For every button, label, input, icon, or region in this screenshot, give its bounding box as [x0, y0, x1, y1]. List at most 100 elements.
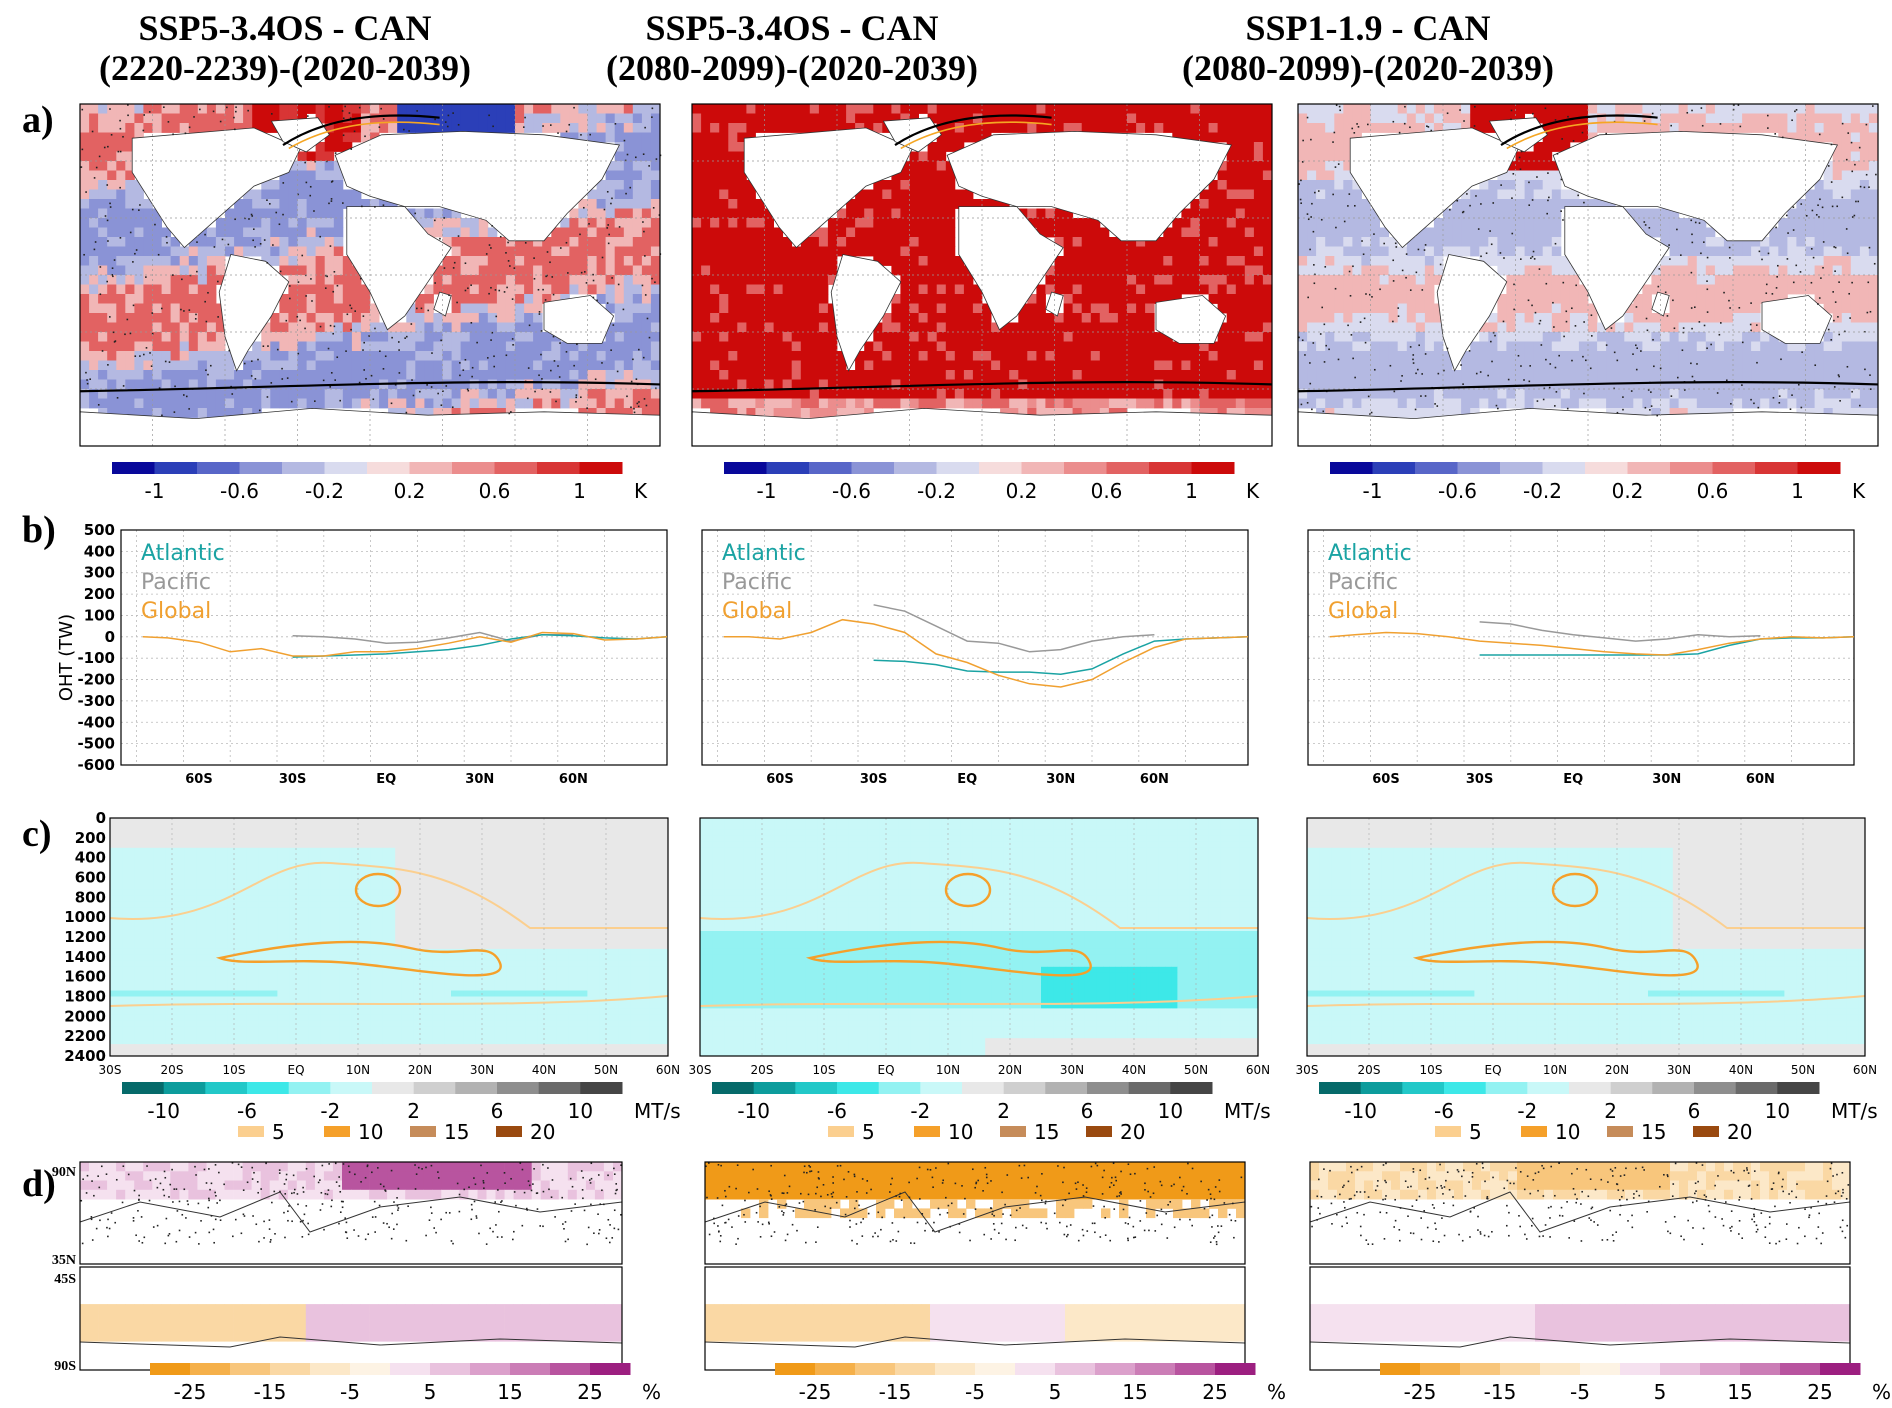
colorbar-swatch	[324, 462, 368, 474]
colorbar-swatch	[1660, 1363, 1701, 1375]
atlantic-line	[873, 636, 1249, 675]
colorbar-tick: 5	[1049, 1380, 1062, 1404]
colorbar-swatch	[350, 1363, 391, 1375]
oht-xtick: EQ	[957, 772, 977, 787]
moc-colorbar-2: -10 -6 -2 2 6 10 MT/s	[712, 1082, 1271, 1123]
contour-10-lower	[1412, 940, 1699, 977]
sst-map-1	[79, 103, 662, 447]
colorbar-tick: 1	[1185, 479, 1198, 503]
colorbar-swatch	[1500, 1363, 1541, 1375]
sea-ice-edge-north-2	[1506, 121, 1658, 150]
colorbar-tick: -1	[145, 479, 165, 503]
contour-swatch	[1521, 1126, 1547, 1137]
colorbar-swatch	[1135, 1363, 1176, 1375]
row-label-a: a)	[22, 99, 54, 141]
oht-xtick: 60S	[185, 772, 212, 787]
oht-ytick: 200	[84, 585, 115, 603]
contour-5	[699, 861, 1258, 929]
colorbar-tick: 1	[1791, 479, 1804, 503]
colorbar-tick: 6	[491, 1099, 504, 1123]
oht-xtick: 60S	[766, 772, 793, 787]
sst-map-2	[691, 103, 1273, 447]
colorbar-swatch	[494, 462, 538, 474]
moc-xtick: 60N	[1853, 1063, 1877, 1077]
global-line	[723, 618, 1249, 688]
contour-legend-1: 5 10 15 20	[238, 1120, 555, 1144]
colorbar-swatch	[1087, 1082, 1130, 1094]
coastline-south	[704, 1336, 1246, 1348]
oht-xtick: 60N	[559, 772, 588, 787]
colorbar-tick: 5	[1654, 1380, 1667, 1404]
colorbar-swatch	[1712, 462, 1756, 474]
colorbar-swatch	[894, 462, 937, 474]
moc-ytick: 200	[75, 829, 106, 847]
colorbar-unit: %	[1872, 1380, 1891, 1404]
colorbar-swatch	[430, 1363, 471, 1375]
global-line	[1329, 631, 1855, 656]
moc-ytick: 1000	[64, 908, 106, 926]
colorbar-swatch	[1820, 1363, 1861, 1375]
column-title-1: SSP5-3.4OS - CAN (2220-2239)-(2020-2039)	[99, 8, 471, 88]
precip-colorbar-2: -25 -15 -5 5 15 25%	[775, 1363, 1286, 1404]
oht-ytick: -500	[77, 735, 115, 753]
sea-ice-edge-north-2	[288, 121, 440, 150]
colorbar-swatch	[1055, 1363, 1096, 1375]
moc-xtick: 30N	[1667, 1063, 1691, 1077]
moc-ytick: 800	[75, 888, 106, 906]
oht-xtick: EQ	[376, 772, 396, 787]
colorbar-swatch	[1627, 462, 1671, 474]
precip-colorbar-3: -25 -15 -5 5 15 25%	[1380, 1363, 1891, 1404]
column-title-3: SSP1-1.9 - CAN (2080-2099)-(2020-2039)	[1182, 8, 1554, 88]
colorbar-tick: 0.6	[1697, 479, 1729, 503]
colorbar-tick: 6	[1081, 1099, 1094, 1123]
coastline-north	[704, 1191, 1246, 1233]
moc-xtick: 10N	[936, 1063, 960, 1077]
colorbar-swatch	[1580, 1363, 1621, 1375]
moc-xtick: EQ	[1484, 1063, 1501, 1077]
colorbar-swatch	[1797, 462, 1841, 474]
colorbar-tick: 0.2	[394, 479, 426, 503]
oht-frame	[1307, 529, 1855, 766]
colorbar-swatch	[1106, 462, 1150, 474]
atlantic-line	[292, 633, 668, 658]
coastline-south	[79, 1336, 623, 1348]
land-4	[946, 130, 1233, 242]
colorbar-swatch	[1670, 462, 1713, 474]
land-5	[346, 206, 452, 331]
oht-plot-1: 60S 30S EQ 30N 60N Atlantic Pacific Global 500 40…	[56, 521, 668, 787]
colorbar-swatch	[1420, 1363, 1461, 1375]
colorbar-swatch	[310, 1363, 351, 1375]
colorbar-swatch	[1527, 1082, 1570, 1094]
land-6	[1155, 295, 1227, 344]
precip-map-1: 90N 35N 45S 90S	[52, 1161, 623, 1374]
contour-swatch	[496, 1126, 522, 1137]
moc-xtick: 10S	[1420, 1063, 1443, 1077]
colorbar-swatch	[163, 1082, 206, 1094]
sea-ice-edge-south	[691, 381, 1273, 393]
moc-xtick: 40N	[532, 1063, 556, 1077]
colorbar-tick: -25	[799, 1380, 832, 1404]
moc-ytick: 1800	[64, 988, 106, 1006]
colorbar-swatch	[150, 1363, 191, 1375]
colorbar-tick: -1	[1363, 479, 1383, 503]
colorbar-tick: -2	[320, 1099, 340, 1123]
row-label-d: d)	[22, 1163, 56, 1205]
contour-label: 10	[1555, 1120, 1580, 1144]
colorbar-tick: -10	[737, 1099, 770, 1123]
land-3	[1436, 254, 1508, 372]
colorbar-swatch	[1170, 1082, 1213, 1094]
colorbar-swatch	[1620, 1363, 1661, 1375]
colorbar-swatch	[1777, 1082, 1820, 1094]
colorbar-tick: -2	[910, 1099, 930, 1123]
contour-label: 5	[272, 1120, 285, 1144]
contour-swatch	[1607, 1126, 1633, 1137]
moc-frame	[1306, 817, 1866, 1057]
colorbar-swatch	[1415, 462, 1458, 474]
colorbar-tick: -0.2	[1523, 479, 1562, 503]
contour-swatch	[238, 1126, 264, 1137]
colorbar-swatch	[239, 462, 283, 474]
moc-xtick: 20N	[1605, 1063, 1629, 1077]
colorbar-swatch	[1330, 462, 1373, 474]
contour-label: 20	[1727, 1120, 1752, 1144]
colorbar-swatch	[112, 462, 155, 474]
